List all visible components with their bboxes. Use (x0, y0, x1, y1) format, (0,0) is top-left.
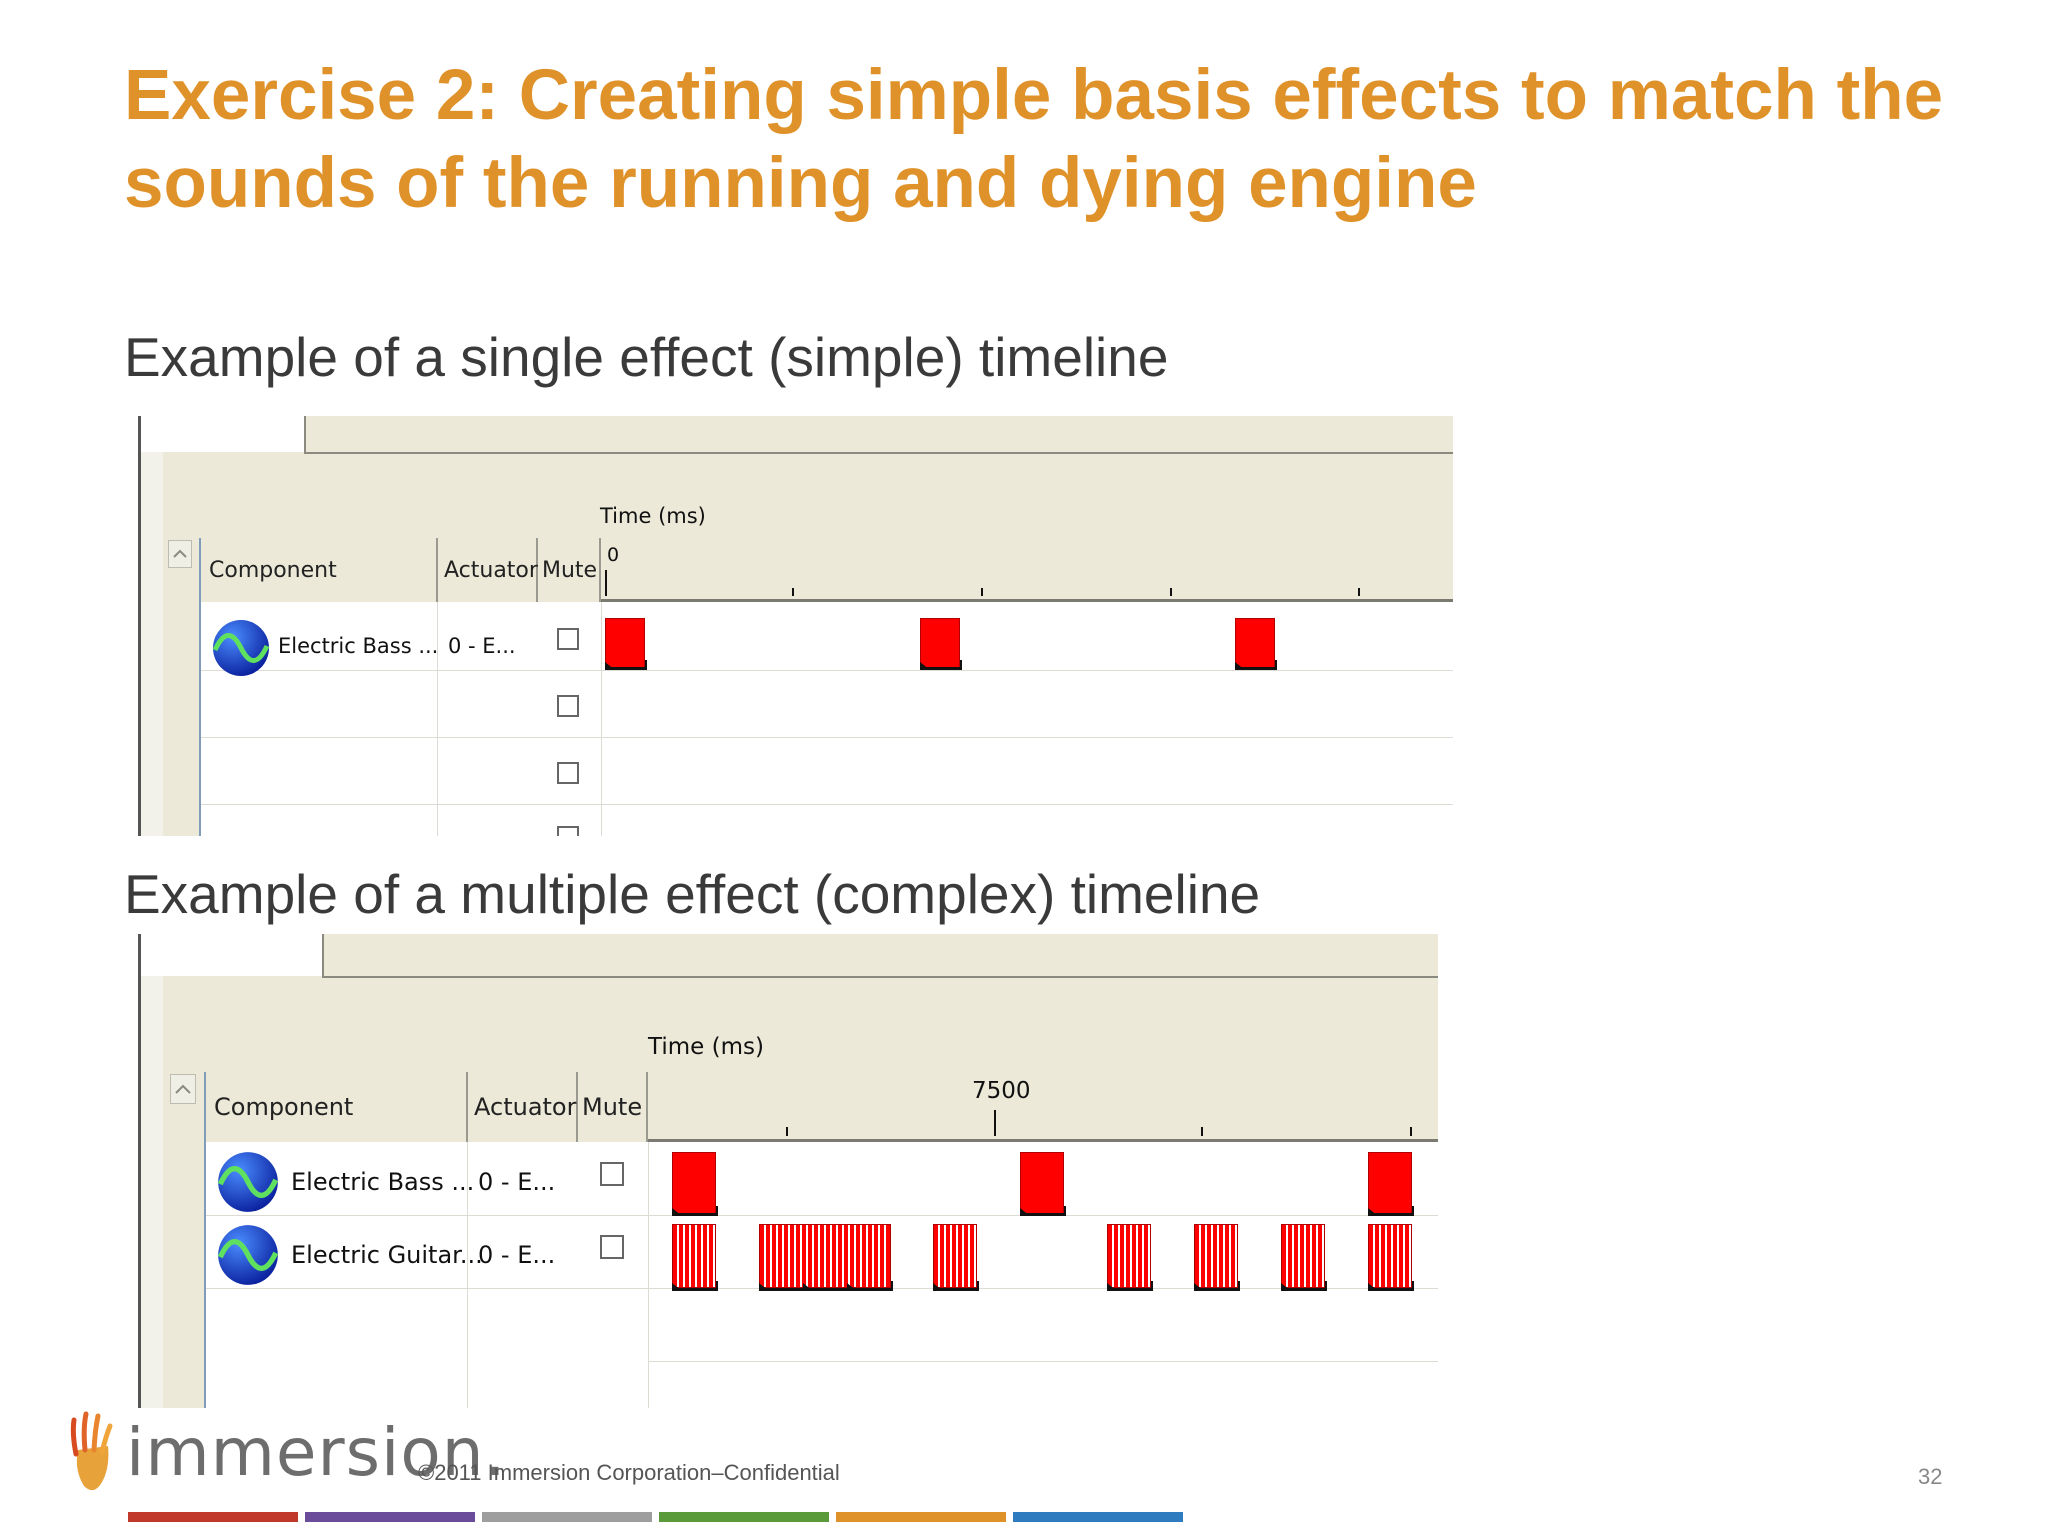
column-header-component[interactable]: Component (206, 1072, 468, 1142)
effect-block[interactable] (1107, 1224, 1151, 1288)
column-header-component[interactable]: Component (201, 538, 438, 602)
effect-block[interactable] (672, 1152, 716, 1214)
subtitle-simple-timeline: Example of a single effect (simple) time… (124, 326, 1169, 388)
timeline-grid: Component Actuator Mute 0 Electric Bass … (199, 538, 1453, 836)
timeline-grid: Component Actuator Mute 7500 Electric Ba… (204, 1072, 1438, 1408)
mute-checkbox[interactable] (557, 628, 579, 650)
footer-color-bar (482, 1512, 652, 1522)
immersion-hand-logo-icon (68, 1410, 116, 1499)
page-number: 32 (1918, 1464, 1943, 1489)
actuator-value: 0 - E... (448, 634, 516, 658)
effect-block[interactable] (605, 618, 645, 668)
component-name: Electric Guitar... (291, 1241, 483, 1269)
effect-block[interactable] (1281, 1224, 1325, 1288)
sine-wave-icon (211, 618, 271, 683)
actuator-value: 0 - E... (478, 1241, 556, 1269)
immersion-wordmark: immersion. (126, 1414, 507, 1491)
sine-wave-icon (216, 1223, 280, 1292)
slide-title: Exercise 2: Creating simple basis effect… (124, 56, 1944, 223)
column-header-mute[interactable]: Mute (538, 538, 601, 602)
time-ruler[interactable]: 0 (601, 538, 1453, 602)
column-header-actuator[interactable]: Actuator (468, 1072, 578, 1142)
effect-block[interactable] (1020, 1152, 1064, 1214)
mute-checkbox[interactable] (600, 1162, 624, 1186)
mute-checkbox[interactable] (557, 762, 579, 784)
time-axis-label: Time (ms) (600, 504, 706, 528)
column-header-mute[interactable]: Mute (578, 1072, 648, 1142)
mute-checkbox[interactable] (557, 826, 579, 836)
mute-checkbox[interactable] (557, 695, 579, 717)
subtitle-complex-timeline: Example of a multiple effect (complex) t… (124, 863, 1261, 925)
copyright-notice: ©2011 Immersion Corporation–Confidential (418, 1460, 840, 1485)
footer-color-bar (659, 1512, 829, 1522)
column-header-actuator[interactable]: Actuator (438, 538, 538, 602)
effect-block[interactable] (1235, 618, 1275, 668)
component-name: Electric Bass ... (291, 1168, 475, 1196)
effect-block[interactable] (933, 1224, 977, 1288)
time-ruler[interactable]: 7500 (648, 1072, 1438, 1142)
effect-block[interactable] (1368, 1152, 1412, 1214)
mute-checkbox[interactable] (600, 1235, 624, 1259)
effect-block[interactable] (920, 618, 960, 668)
scroll-up-button[interactable] (168, 540, 192, 568)
time-ruler-value: 0 (607, 544, 620, 566)
time-axis-label: Time (ms) (648, 1034, 764, 1060)
scroll-up-button[interactable] (170, 1074, 196, 1104)
complex-timeline-panel: Time (ms) Component Actuator Mute 7500 E… (138, 934, 1438, 1408)
footer-color-bar (836, 1512, 1006, 1522)
effect-block[interactable] (1194, 1224, 1238, 1288)
footer-color-bar (1013, 1512, 1183, 1522)
footer-color-bar (305, 1512, 475, 1522)
simple-timeline-panel: Time (ms) Component Actuator Mute 0 Elec… (138, 416, 1453, 836)
footer-color-bar (128, 1512, 298, 1522)
time-ruler-value: 7500 (972, 1078, 1031, 1104)
effect-block[interactable] (672, 1224, 716, 1288)
effect-block[interactable] (759, 1224, 891, 1288)
sine-wave-icon (216, 1150, 280, 1219)
actuator-value: 0 - E... (478, 1168, 556, 1196)
component-name: Electric Bass ... (278, 634, 439, 658)
effect-block[interactable] (1368, 1224, 1412, 1288)
